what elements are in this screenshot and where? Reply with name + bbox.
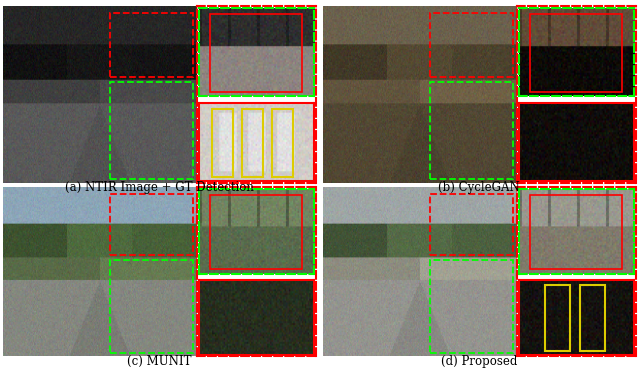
Text: (c) MUNIT: (c) MUNIT — [127, 356, 191, 368]
Text: (d) Proposed: (d) Proposed — [441, 356, 518, 368]
Bar — [109, 260, 193, 353]
Bar — [530, 195, 622, 269]
Bar — [429, 82, 513, 179]
Text: (b) CycleGAN: (b) CycleGAN — [438, 181, 520, 194]
Bar — [272, 109, 293, 177]
Bar — [429, 194, 513, 255]
Bar — [109, 14, 193, 77]
Bar — [210, 14, 302, 92]
Bar — [429, 14, 513, 77]
Bar — [545, 285, 570, 351]
Bar — [530, 14, 622, 92]
Bar — [109, 82, 193, 179]
Bar — [243, 109, 263, 177]
Bar — [210, 195, 302, 269]
Bar — [212, 109, 233, 177]
Bar — [109, 194, 193, 255]
Text: (a) NTIR Image + GT Detection: (a) NTIR Image + GT Detection — [65, 181, 254, 194]
Bar — [429, 260, 513, 353]
Bar — [580, 285, 605, 351]
